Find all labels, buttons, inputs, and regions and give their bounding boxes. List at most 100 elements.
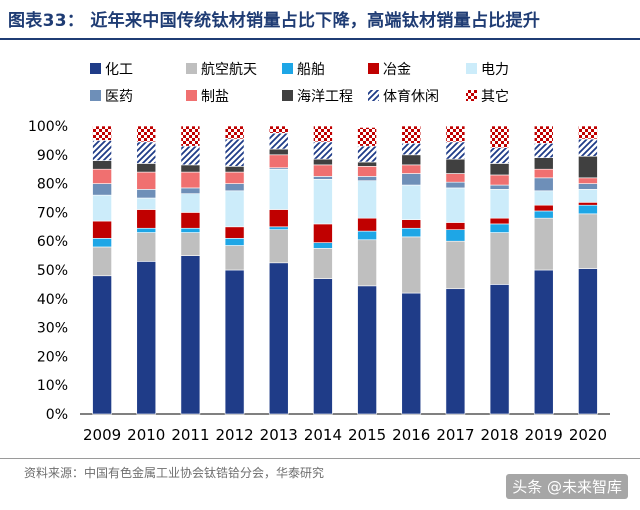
bar-2017-series-6 xyxy=(445,173,466,183)
bar-2016-series-3 xyxy=(401,219,422,229)
bar-2017-series-0 xyxy=(445,288,466,415)
bar-2019-series-5 xyxy=(533,177,554,192)
bar-2010-series-1 xyxy=(136,232,157,262)
bar-2010-series-9 xyxy=(136,125,157,143)
legend-label-3: 船舶 xyxy=(297,62,325,78)
bar-2015-series-5 xyxy=(357,176,377,182)
x-tick-label: 2010 xyxy=(127,426,165,444)
bar-2018-series-6 xyxy=(489,174,510,186)
bar-2010-series-7 xyxy=(136,163,157,173)
legend-swatch-9 xyxy=(368,90,379,101)
y-tick-label: 80% xyxy=(37,177,68,193)
bar-2014-series-0 xyxy=(313,278,333,415)
bar-2012-series-5 xyxy=(224,183,245,192)
legend-swatch-6 xyxy=(90,90,101,101)
bar-2013-series-1 xyxy=(268,229,289,264)
bar-2016-series-7 xyxy=(401,154,422,166)
x-tick-label: 2009 xyxy=(83,426,121,444)
x-axis: 2009 2010 2011 2012 2013 2014 2015 2016 2017 2018… xyxy=(83,426,607,444)
bar-2009-series-9 xyxy=(92,125,112,141)
bar-2012-series-1 xyxy=(224,245,245,271)
bar-2013-series-3 xyxy=(268,209,289,228)
bar-2016-series-6 xyxy=(401,164,422,174)
bar-2020-series-8 xyxy=(578,138,598,157)
legend-label-9: 体育休闲 xyxy=(383,89,439,105)
bar-2009-series-5 xyxy=(92,183,112,196)
bar-2013-series-2 xyxy=(268,226,289,230)
bar-2018-series-4 xyxy=(489,189,510,219)
bar-2011-series-0 xyxy=(180,255,201,415)
x-tick-label: 2011 xyxy=(171,426,209,444)
bar-2015-series-1 xyxy=(357,239,377,287)
x-tick-label: 2015 xyxy=(348,426,386,444)
legend-swatch-7 xyxy=(186,90,197,101)
bars xyxy=(92,125,598,415)
x-tick-label: 2014 xyxy=(304,426,342,444)
bar-2018-series-9 xyxy=(489,125,510,148)
bar-2015-series-8 xyxy=(357,145,377,163)
y-tick-label: 90% xyxy=(37,148,68,164)
bar-2013-series-4 xyxy=(268,168,289,210)
bar-2013-series-0 xyxy=(268,262,289,415)
bar-2018-series-0 xyxy=(489,284,510,415)
legend-label-4: 冶金 xyxy=(383,62,411,78)
bar-2019-series-0 xyxy=(533,269,554,415)
bar-2014-series-4 xyxy=(313,178,333,225)
legend-label-5: 电力 xyxy=(481,62,509,78)
bar-2019-series-8 xyxy=(533,142,554,158)
bar-2010-series-2 xyxy=(136,227,157,233)
bar-2011-series-7 xyxy=(180,164,201,173)
bar-2020-series-2 xyxy=(578,204,598,215)
legend-swatch-4 xyxy=(368,63,379,74)
bar-2009-series-2 xyxy=(92,238,112,248)
legend-swatch-3 xyxy=(282,63,293,74)
source-note: 资料来源：中国有色金属工业协会钛锆铪分会，华泰研究 xyxy=(24,466,325,480)
bar-2020-series-1 xyxy=(578,213,598,269)
y-tick-label: 70% xyxy=(37,205,68,221)
bar-2009-series-8 xyxy=(92,140,112,161)
legend-label-10: 其它 xyxy=(481,88,509,105)
bar-2019-series-7 xyxy=(533,157,554,170)
y-tick-label: 30% xyxy=(37,321,68,337)
bar-2017-series-3 xyxy=(445,222,466,230)
bar-2009-series-1 xyxy=(92,246,112,277)
bar-2019-series-6 xyxy=(533,168,554,179)
bar-2009-series-4 xyxy=(92,194,112,222)
bar-2016-series-5 xyxy=(401,173,422,186)
legend-label-2: 航空航天 xyxy=(201,62,257,78)
bar-2014-series-7 xyxy=(313,158,333,166)
bar-2020-series-0 xyxy=(578,268,598,415)
bar-2017-series-5 xyxy=(445,181,466,189)
bar-2018-series-1 xyxy=(489,232,510,285)
legend-label-6: 医药 xyxy=(105,89,133,105)
bar-2016-series-0 xyxy=(401,292,422,415)
watermark: 头条 @未来智库 xyxy=(506,474,628,499)
x-tick-label: 2018 xyxy=(480,426,518,444)
bar-2010-series-6 xyxy=(136,171,157,190)
bar-2019-series-1 xyxy=(533,217,554,271)
bar-2012-series-2 xyxy=(224,238,245,246)
bar-2015-series-2 xyxy=(357,230,377,241)
bar-2014-series-3 xyxy=(313,223,333,243)
bar-2010-series-0 xyxy=(136,261,157,415)
y-tick-label: 20% xyxy=(37,349,68,365)
bar-2015-series-9 xyxy=(357,127,377,147)
bar-2018-series-5 xyxy=(489,184,510,190)
bar-2011-series-5 xyxy=(180,187,201,194)
legend-swatch-1 xyxy=(90,63,101,74)
title-divider xyxy=(0,38,640,40)
legend-label-7: 制盐 xyxy=(201,89,229,105)
bar-2010-series-5 xyxy=(136,189,157,199)
bar-2011-series-8 xyxy=(180,145,201,166)
x-tick-label: 2016 xyxy=(392,426,430,444)
bar-2014-series-8 xyxy=(313,141,333,160)
y-axis: 0% 10% 20% 30% 40% 50% 60% 70% 80% 90% 100% xyxy=(28,119,610,423)
bar-2011-series-6 xyxy=(180,171,201,189)
bar-2011-series-3 xyxy=(180,212,201,229)
bar-2012-series-7 xyxy=(224,166,245,173)
bar-2012-series-3 xyxy=(224,226,245,239)
bar-2009-series-6 xyxy=(92,168,112,184)
bar-2012-series-6 xyxy=(224,171,245,184)
bar-2015-series-7 xyxy=(357,161,377,167)
